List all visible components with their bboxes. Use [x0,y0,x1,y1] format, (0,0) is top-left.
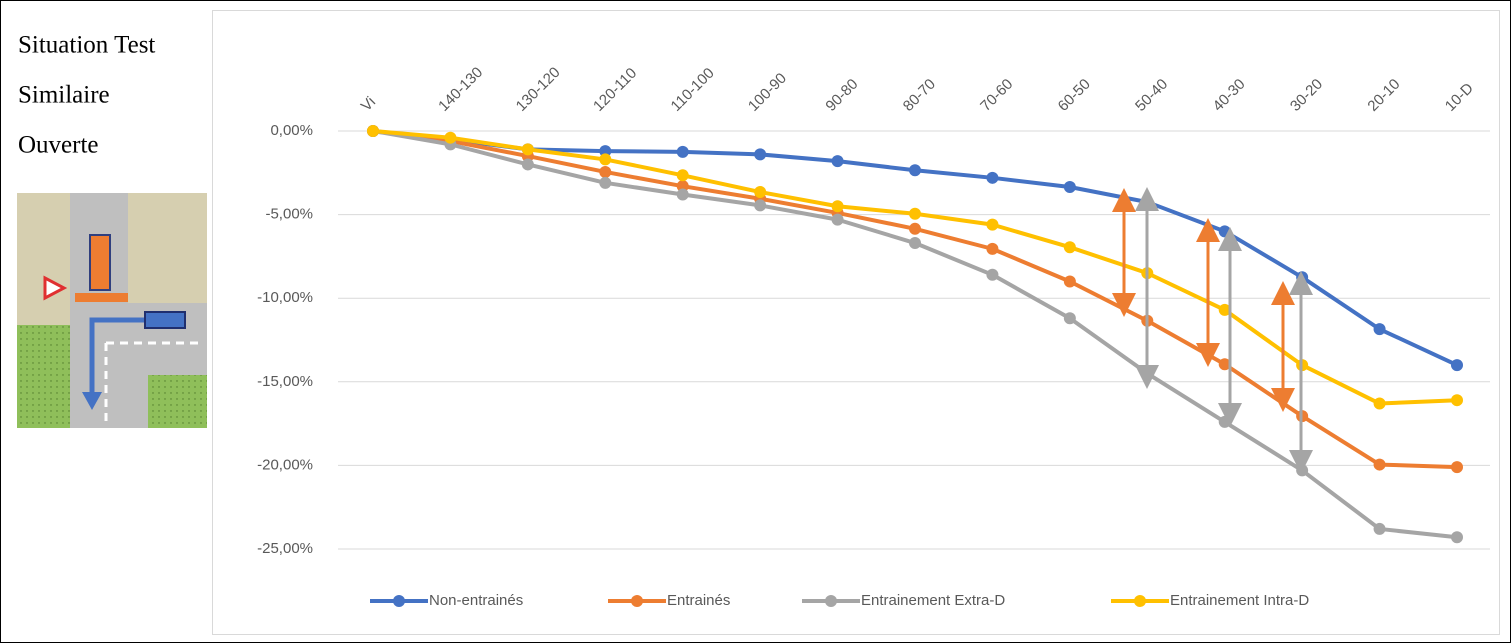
marker [909,222,921,235]
y-tick-label: -15,00% [257,373,313,390]
marker [1296,271,1309,284]
marker [986,242,999,255]
marker [444,131,457,144]
marker [599,165,612,178]
marker [1451,359,1463,372]
y-tick-label: -25,00% [257,540,313,557]
marker [986,171,999,184]
marker [1451,394,1463,407]
marker [1296,464,1309,477]
marker [676,169,689,182]
panel-line: Situation Test [18,32,155,59]
marker [599,145,612,158]
marker [754,199,767,212]
marker [1451,531,1463,544]
legend-marker [1134,595,1146,607]
marker [1373,522,1386,535]
y-tick-label: -10,00% [257,289,313,306]
marker [521,158,534,171]
legend-label: Entrainement Extra-D [861,592,1005,609]
marker [676,180,689,193]
marker [599,176,612,189]
marker [1063,312,1076,325]
marker [754,186,767,199]
y-tick-label: -5,00% [265,206,313,223]
marker [367,125,379,137]
annotation-arrows [1112,187,1313,474]
marker [909,164,921,177]
marker [909,237,921,250]
legend-label: Entrainés [667,592,730,609]
legend-marker [825,595,837,607]
marker [1373,323,1386,336]
marker [1373,458,1386,471]
marker [754,148,767,161]
marker [1063,275,1076,288]
legend-label: Non-entrainés [429,592,523,609]
marker [831,200,844,213]
legend-item: Entrainement Intra-D [1111,592,1309,609]
legend-marker [631,595,643,607]
y-tick-label: -20,00% [257,456,313,473]
panel-line: Ouverte [18,132,99,159]
marker [521,143,534,156]
situation-icon [17,193,207,428]
marker [986,218,999,231]
marker [831,213,844,226]
marker [831,155,844,168]
marker [1218,415,1231,428]
legend-item: Non-entrainés [370,592,523,609]
legend-marker [393,595,405,607]
legend-label: Entrainement Intra-D [1170,592,1309,609]
marker [599,153,612,166]
marker [1218,225,1231,238]
marker [1063,181,1076,194]
marker [1063,241,1076,254]
marker [676,145,689,158]
y-tick-label: 0,00% [270,122,313,139]
marker [1373,397,1386,410]
marker [986,268,999,281]
legend-item: Entrainement Extra-D [802,592,1005,609]
marker [909,207,921,220]
panel-line: Similaire [18,82,110,109]
marker [676,188,689,201]
marker [1451,461,1463,474]
legend-item: Entrainés [608,592,730,609]
